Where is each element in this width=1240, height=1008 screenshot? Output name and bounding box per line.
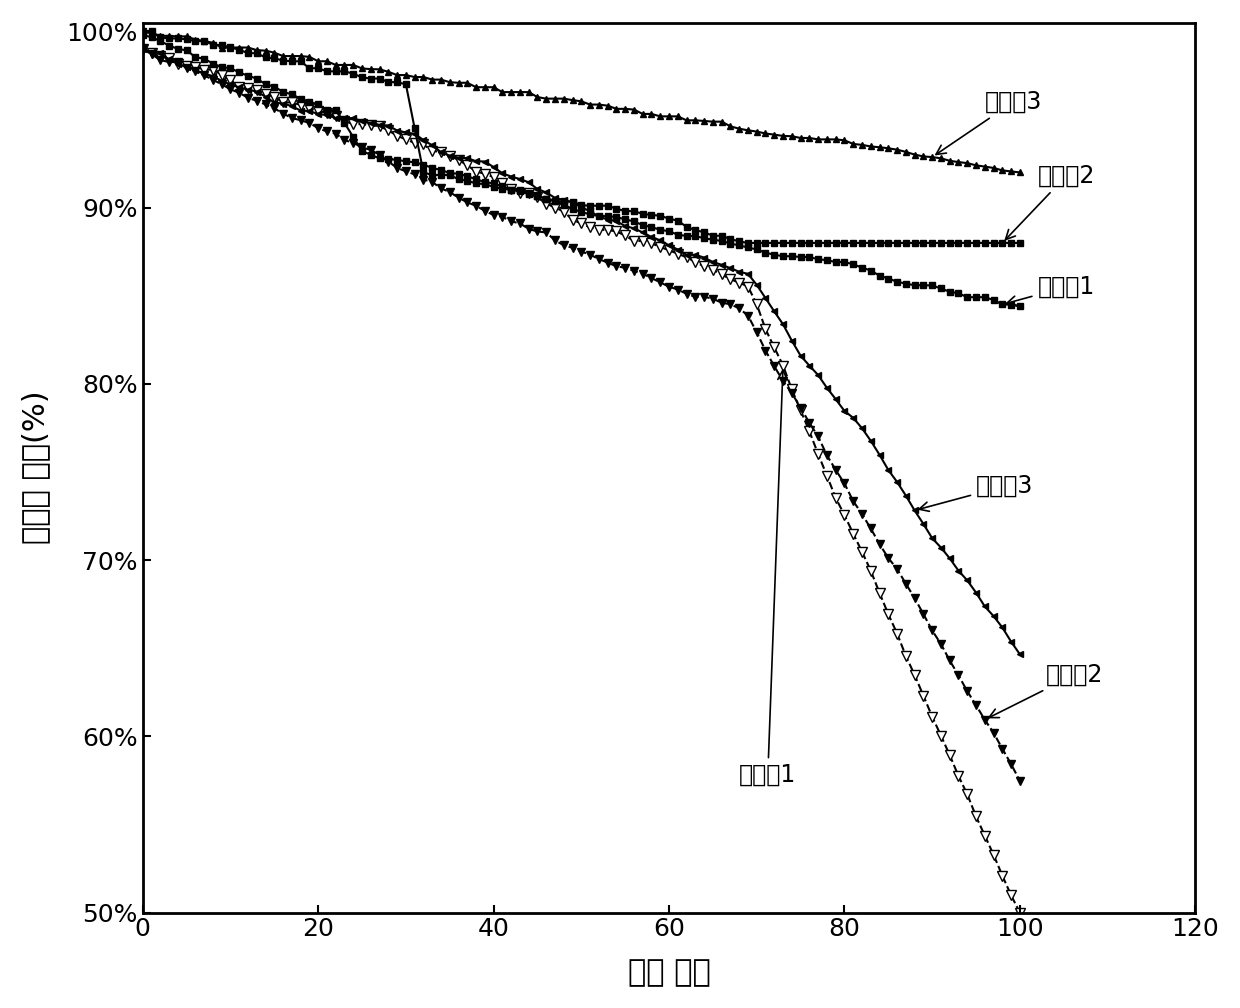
Text: 比较例2: 比较例2 bbox=[990, 662, 1104, 718]
Y-axis label: 容量保 持率(%): 容量保 持率(%) bbox=[21, 391, 50, 544]
Text: 比较例3: 比较例3 bbox=[919, 474, 1033, 511]
X-axis label: 循环 寿命: 循环 寿命 bbox=[627, 959, 711, 987]
Text: 实施例3: 实施例3 bbox=[936, 90, 1042, 154]
Text: 比较例1: 比较例1 bbox=[739, 370, 796, 787]
Text: 实施例2: 实施例2 bbox=[1006, 164, 1095, 240]
Text: 实施例1: 实施例1 bbox=[1007, 275, 1095, 305]
